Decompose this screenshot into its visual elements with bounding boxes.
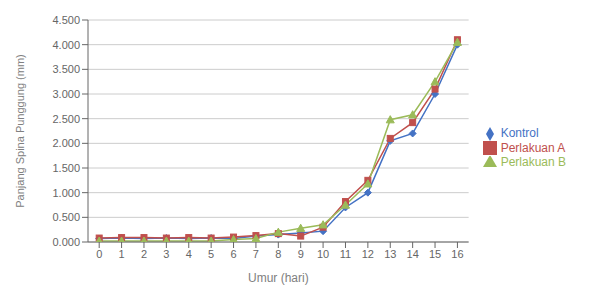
svg-text:2.500: 2.500 [52, 113, 80, 125]
svg-text:5: 5 [208, 248, 214, 260]
svg-text:3: 3 [163, 248, 169, 260]
svg-text:15: 15 [429, 248, 441, 260]
svg-text:0: 0 [96, 248, 102, 260]
svg-text:12: 12 [362, 248, 374, 260]
svg-text:1.500: 1.500 [52, 162, 80, 174]
svg-text:7: 7 [253, 248, 259, 260]
html-text:Perlakuan B: Perlakuan B [500, 155, 566, 170]
svg-text:3.500: 3.500 [52, 63, 80, 75]
svg-text:10: 10 [317, 248, 329, 260]
svg-text:4: 4 [186, 248, 192, 260]
svg-text:8: 8 [275, 248, 281, 260]
svg-text:3.000: 3.000 [52, 88, 80, 100]
svg-text:9: 9 [298, 248, 304, 260]
svg-text:1: 1 [119, 248, 125, 260]
html-text:Kontrol: Kontrol [500, 125, 539, 140]
svg-text:6: 6 [230, 248, 236, 260]
svg-text:16: 16 [451, 248, 463, 260]
svg-text:0.000: 0.000 [52, 236, 80, 248]
svg-text:1.000: 1.000 [52, 187, 80, 199]
svg-text:11: 11 [340, 248, 351, 260]
svg-text:4.000: 4.000 [52, 39, 80, 51]
svg-text:Umur (hari): Umur (hari) [248, 271, 309, 285]
svg-text:Panjang Spina Punggung (mm): Panjang Spina Punggung (mm) [14, 54, 26, 207]
svg-text:2: 2 [141, 248, 147, 260]
svg-text:14: 14 [407, 248, 419, 260]
html-text:Perlakuan A: Perlakuan A [500, 140, 566, 155]
svg-text:2.000: 2.000 [52, 137, 80, 149]
svg-text:4.500: 4.500 [52, 14, 80, 26]
svg-text:0.500: 0.500 [52, 211, 80, 223]
svg-text:13: 13 [384, 248, 396, 260]
